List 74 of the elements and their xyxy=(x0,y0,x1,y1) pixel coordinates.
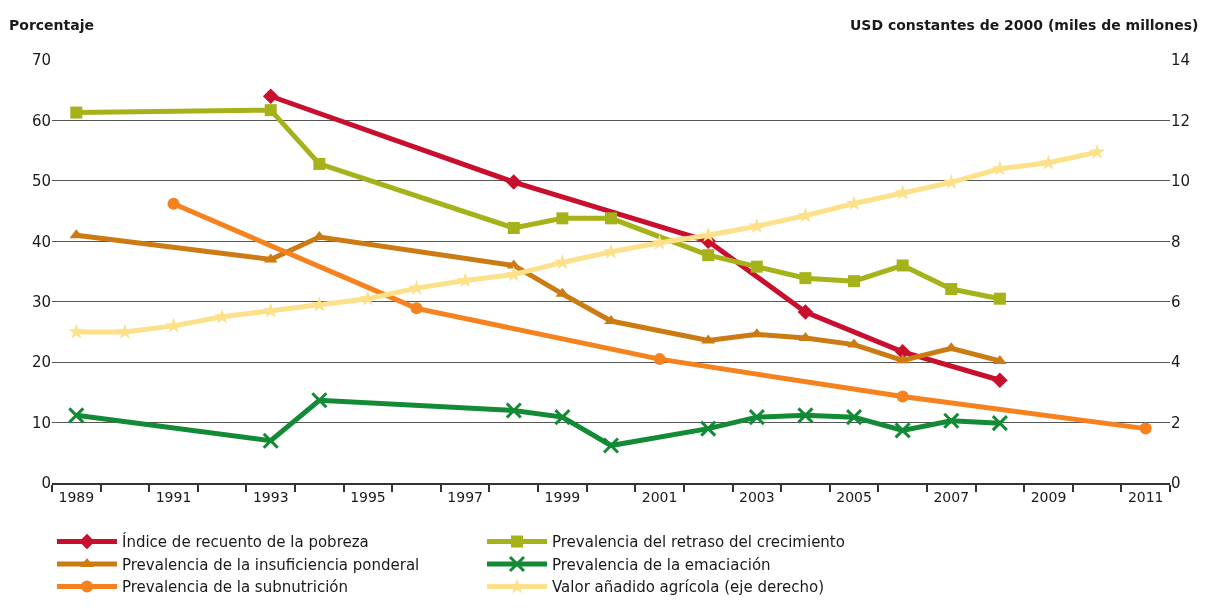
point xyxy=(556,212,569,225)
point xyxy=(896,259,909,272)
point xyxy=(505,401,523,419)
point xyxy=(993,292,1006,305)
point xyxy=(847,338,861,348)
y-tick-label: 50 xyxy=(31,172,51,191)
point xyxy=(797,304,814,320)
x-tick-label: 1995 xyxy=(350,488,386,505)
legend-label: Prevalencia de la emaciación xyxy=(552,555,771,574)
point xyxy=(313,157,326,170)
y2-tick-label: 8 xyxy=(1171,232,1181,251)
point xyxy=(992,372,1008,389)
point xyxy=(553,408,571,426)
point xyxy=(896,390,909,403)
point xyxy=(991,414,1009,432)
x-tick-label: 1993 xyxy=(252,488,289,505)
legend-label: Prevalencia de la insuficiencia ponderal xyxy=(122,555,420,574)
point xyxy=(602,437,620,455)
point xyxy=(605,212,617,225)
point xyxy=(699,420,717,438)
y-tick-label: 0 xyxy=(41,474,51,493)
point xyxy=(942,412,960,430)
legend-label: Prevalencia de la subnutrición xyxy=(122,578,349,597)
x-tick-label: 2007 xyxy=(933,488,970,505)
y-tick-label: 30 xyxy=(31,292,51,311)
point xyxy=(262,88,279,105)
point xyxy=(848,275,861,288)
point xyxy=(945,283,958,296)
y-tick-label: 10 xyxy=(31,413,51,432)
point xyxy=(1139,422,1152,435)
point xyxy=(167,197,180,210)
y-tick-label: 70 xyxy=(31,51,51,70)
point xyxy=(748,408,766,426)
x-tick-label: 1989 xyxy=(58,488,95,505)
y-axis-title: Porcentaje xyxy=(9,17,94,33)
y-tick-label: 60 xyxy=(31,111,51,130)
point xyxy=(796,406,814,424)
legend-label: Valor añadido agrícola (eje derecho) xyxy=(552,578,825,597)
point xyxy=(507,221,520,234)
y2-tick-label: 10 xyxy=(1171,172,1191,191)
point xyxy=(653,353,666,366)
point xyxy=(68,323,85,339)
y-tick-label: 40 xyxy=(31,232,51,251)
legend-label: Prevalencia del retraso del crecimiento xyxy=(552,533,845,552)
point xyxy=(410,302,423,315)
point xyxy=(750,260,763,273)
point xyxy=(310,391,328,409)
point xyxy=(702,249,715,262)
point xyxy=(70,106,83,119)
x-tick-label: 2009 xyxy=(1030,488,1067,505)
x-tick-label: 1997 xyxy=(447,488,483,505)
point xyxy=(845,408,863,426)
point xyxy=(505,174,522,190)
y2-tick-label: 14 xyxy=(1171,51,1191,70)
x-tick-label: 1999 xyxy=(544,488,581,505)
y2-tick-label: 6 xyxy=(1171,292,1181,311)
point xyxy=(799,272,812,285)
legend-label: Índice de recuento de la pobreza xyxy=(122,532,369,552)
y2-tick-label: 0 xyxy=(1171,474,1181,493)
point xyxy=(262,432,280,450)
x-tick-label: 2011 xyxy=(1127,488,1164,505)
point xyxy=(67,406,85,424)
x-tick-label: 2005 xyxy=(836,488,872,505)
y2-axis-title: USD constantes de 2000 (miles de millones) xyxy=(850,17,1199,33)
point xyxy=(1089,143,1106,159)
point xyxy=(264,104,277,117)
y2-tick-label: 4 xyxy=(1171,353,1181,372)
point xyxy=(894,421,912,439)
y2-tick-label: 2 xyxy=(1171,413,1181,432)
x-tick-label: 2001 xyxy=(641,488,678,505)
y-tick-label: 20 xyxy=(31,353,51,372)
x-tick-label: 2003 xyxy=(739,488,775,505)
x-tick-label: 1991 xyxy=(155,488,192,505)
y2-tick-label: 12 xyxy=(1171,111,1191,130)
